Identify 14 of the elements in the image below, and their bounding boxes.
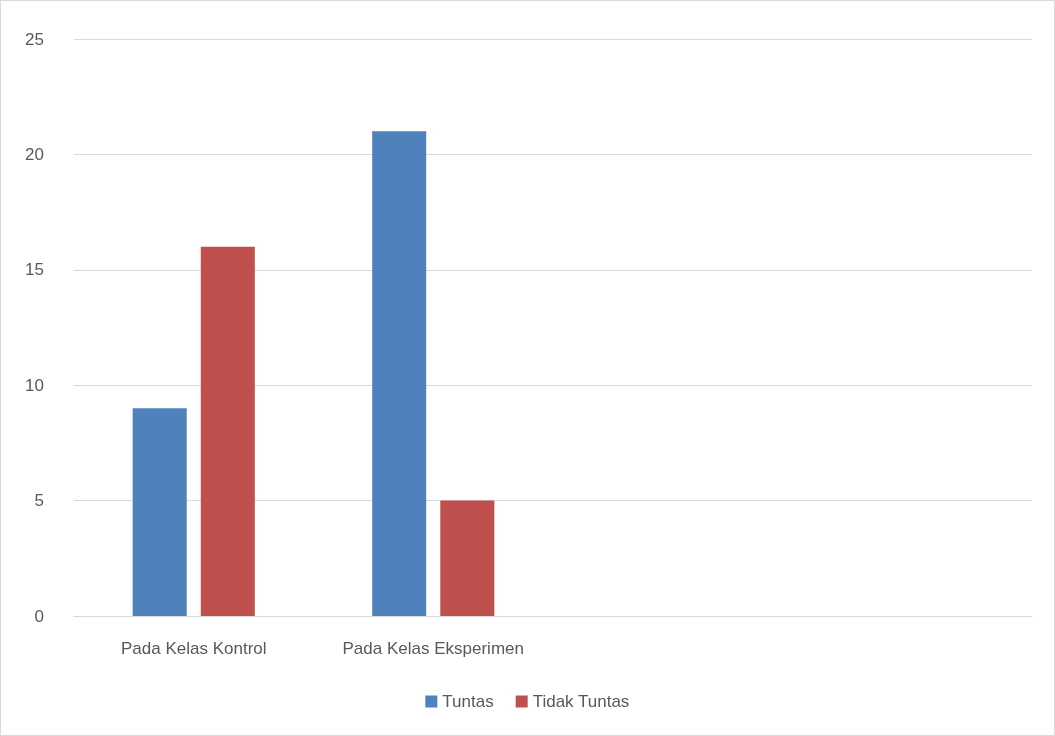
bar (132, 408, 187, 616)
y-tick-label: 5 (34, 491, 44, 511)
bar (372, 131, 427, 616)
x-tick-label: Pada Kelas Kontrol (120, 639, 267, 658)
bar (200, 246, 255, 616)
legend-label: Tuntas (442, 692, 494, 711)
y-tick-label: 15 (25, 260, 44, 280)
y-tick-label: 0 (34, 606, 44, 626)
y-tick-label: 25 (25, 29, 44, 49)
x-tick-label: Pada Kelas Eksperimen (342, 639, 524, 658)
bar (440, 500, 495, 616)
y-tick-label: 10 (25, 375, 44, 395)
y-tick-label: 20 (25, 144, 44, 164)
legend-label: Tidak Tuntas (532, 692, 630, 711)
